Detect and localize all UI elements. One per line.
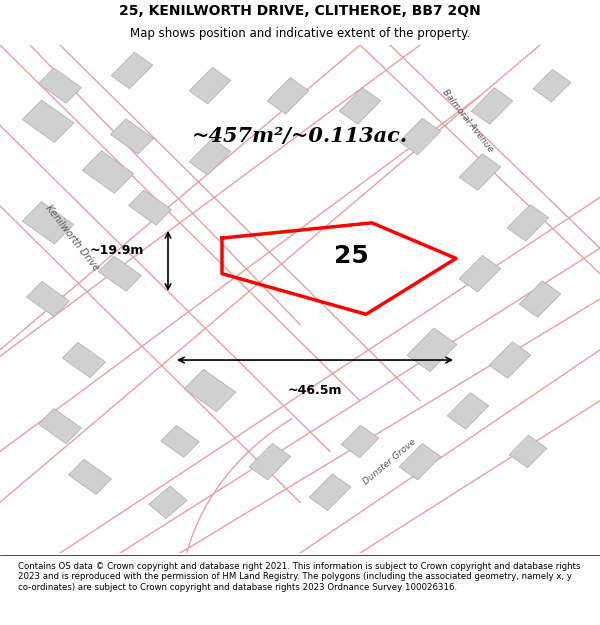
Text: 25, KENILWORTH DRIVE, CLITHEROE, BB7 2QN: 25, KENILWORTH DRIVE, CLITHEROE, BB7 2QN [119,4,481,18]
Polygon shape [38,68,82,103]
Polygon shape [267,78,309,114]
Text: Dunster Grove: Dunster Grove [362,437,418,486]
Polygon shape [68,459,112,494]
Text: ~46.5m: ~46.5m [288,384,342,397]
Polygon shape [110,119,154,154]
Polygon shape [407,328,457,372]
Text: Kenilworth Drive: Kenilworth Drive [43,203,101,273]
Polygon shape [339,88,381,124]
Polygon shape [189,139,231,175]
Polygon shape [128,190,172,225]
Polygon shape [447,392,489,429]
Text: ~19.9m: ~19.9m [89,244,144,258]
Polygon shape [519,281,561,318]
Polygon shape [459,154,501,190]
Polygon shape [82,151,134,193]
Polygon shape [489,342,531,378]
Polygon shape [98,256,142,291]
Polygon shape [189,68,231,104]
Polygon shape [341,425,379,458]
Polygon shape [38,409,82,444]
Polygon shape [507,204,549,241]
Polygon shape [149,486,187,519]
Polygon shape [249,444,291,480]
Polygon shape [26,281,70,317]
Polygon shape [111,52,153,89]
Polygon shape [533,69,571,102]
Text: 25: 25 [334,244,369,268]
Polygon shape [399,118,441,154]
Text: Balmoral Avenue: Balmoral Avenue [441,88,495,154]
Text: Contains OS data © Crown copyright and database right 2021. This information is : Contains OS data © Crown copyright and d… [18,562,581,591]
Polygon shape [309,474,351,511]
Text: ~457m²/~0.113ac.: ~457m²/~0.113ac. [192,126,408,146]
Polygon shape [471,88,513,124]
Text: Map shows position and indicative extent of the property.: Map shows position and indicative extent… [130,28,470,40]
Polygon shape [22,100,74,142]
Polygon shape [399,444,441,480]
Polygon shape [459,256,501,292]
Polygon shape [509,435,547,468]
Polygon shape [62,342,106,377]
Polygon shape [22,202,74,244]
Polygon shape [184,369,236,412]
Polygon shape [161,426,199,458]
